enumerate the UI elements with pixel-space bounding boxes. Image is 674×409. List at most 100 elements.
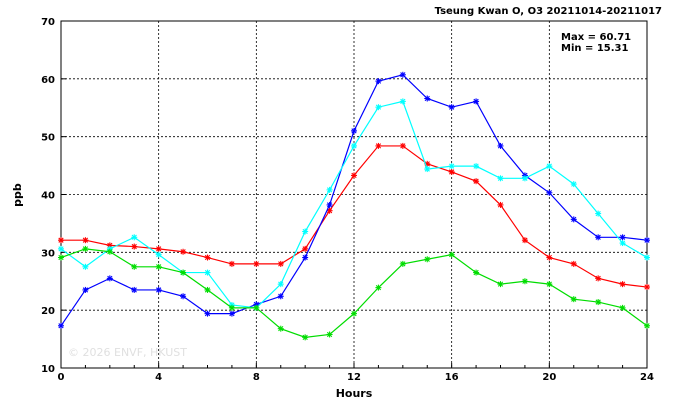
data-point-marker xyxy=(82,263,89,270)
series-line xyxy=(60,74,648,327)
data-point-marker xyxy=(546,254,553,261)
x-tick-label: 4 xyxy=(155,372,162,383)
data-point-marker xyxy=(180,293,187,300)
y-tick-label: 60 xyxy=(41,75,55,86)
data-point-marker xyxy=(570,181,577,188)
data-point-marker xyxy=(58,322,64,329)
y-tick-label: 70 xyxy=(41,17,55,28)
data-point-marker xyxy=(82,237,89,244)
data-point-marker xyxy=(277,281,284,288)
data-point-marker xyxy=(473,178,480,185)
data-point-marker xyxy=(58,254,64,261)
x-tick-label: 20 xyxy=(542,372,556,383)
data-point-marker xyxy=(644,322,650,329)
data-point-marker xyxy=(644,254,650,261)
data-point-marker xyxy=(595,210,602,217)
series-1 xyxy=(58,142,650,291)
axis-ticks: 0 4 8 12 16 20 24 10 20 30 40 50 60 70 xyxy=(41,17,654,383)
data-point-marker xyxy=(619,234,626,241)
data-point-marker xyxy=(326,331,333,338)
data-point-marker xyxy=(204,269,211,276)
data-point-marker xyxy=(253,260,260,267)
data-point-marker xyxy=(58,237,64,244)
data-point-marker xyxy=(180,269,187,276)
data-point-marker xyxy=(399,71,406,78)
x-tick-label: 24 xyxy=(640,372,654,383)
data-point-marker xyxy=(204,286,211,293)
data-point-marker xyxy=(302,228,309,235)
y-tick-label: 50 xyxy=(41,133,55,144)
data-point-marker xyxy=(570,260,577,267)
data-point-marker xyxy=(204,254,211,261)
data-point-marker xyxy=(302,245,309,252)
data-point-marker xyxy=(521,278,528,285)
x-tick-label: 12 xyxy=(347,372,361,383)
data-point-marker xyxy=(399,98,406,105)
data-point-marker xyxy=(131,234,138,241)
data-point-marker xyxy=(351,127,357,134)
data-point-marker xyxy=(619,281,626,288)
data-point-marker xyxy=(448,168,455,175)
data-point-marker xyxy=(595,234,602,241)
data-point-marker xyxy=(155,286,162,293)
data-point-marker xyxy=(595,299,602,306)
data-point-marker xyxy=(546,189,553,196)
data-point-marker xyxy=(497,175,504,182)
data-point-marker xyxy=(351,310,357,317)
y-tick-label: 20 xyxy=(41,306,55,317)
data-point-marker xyxy=(595,275,602,282)
data-point-marker xyxy=(131,263,138,270)
data-point-marker xyxy=(326,186,333,193)
data-point-marker xyxy=(106,275,113,282)
data-point-marker xyxy=(497,142,504,149)
y-tick-label: 30 xyxy=(41,248,55,259)
series-layer xyxy=(58,71,650,341)
data-point-marker xyxy=(521,175,528,182)
data-point-marker xyxy=(619,240,626,247)
watermark: © 2026 ENVF, HKUST xyxy=(68,346,187,359)
data-point-marker xyxy=(302,254,309,261)
data-point-marker xyxy=(473,98,480,105)
data-point-marker xyxy=(228,310,235,317)
data-point-marker xyxy=(82,286,89,293)
data-point-marker xyxy=(375,284,382,291)
data-point-marker xyxy=(277,260,284,267)
data-point-marker xyxy=(399,260,406,267)
data-point-marker xyxy=(155,263,162,270)
data-point-marker xyxy=(58,245,64,252)
data-point-marker xyxy=(277,293,284,300)
data-point-marker xyxy=(155,245,162,252)
data-point-marker xyxy=(228,304,235,311)
data-point-marker xyxy=(644,284,650,291)
data-point-marker xyxy=(155,251,162,258)
series-4 xyxy=(58,245,650,341)
chart-title: Tseung Kwan O, O3 20211014-20211017 xyxy=(435,6,662,17)
y-tick-label: 10 xyxy=(41,364,55,375)
data-point-marker xyxy=(570,216,577,223)
data-point-marker xyxy=(302,334,309,341)
x-tick-label: 16 xyxy=(445,372,459,383)
data-point-marker xyxy=(521,237,528,244)
data-point-marker xyxy=(473,269,480,276)
data-point-marker xyxy=(399,142,406,149)
data-point-marker xyxy=(131,243,138,250)
data-point-marker xyxy=(424,166,431,173)
x-tick-label: 8 xyxy=(253,372,260,383)
data-point-marker xyxy=(204,310,211,317)
data-point-marker xyxy=(497,201,504,208)
data-point-marker xyxy=(448,251,455,258)
data-point-marker xyxy=(424,95,431,102)
data-point-marker xyxy=(644,237,650,244)
data-point-marker xyxy=(82,245,89,252)
data-point-marker xyxy=(375,104,382,111)
y-tick-label: 40 xyxy=(41,191,55,202)
data-point-marker xyxy=(546,281,553,288)
data-point-marker xyxy=(228,260,235,267)
data-point-marker xyxy=(106,248,113,255)
data-point-marker xyxy=(180,248,187,255)
data-point-marker xyxy=(424,256,431,263)
max-annotation: Max = 60.71 xyxy=(561,32,631,43)
data-point-marker xyxy=(497,281,504,288)
data-point-marker xyxy=(448,163,455,170)
